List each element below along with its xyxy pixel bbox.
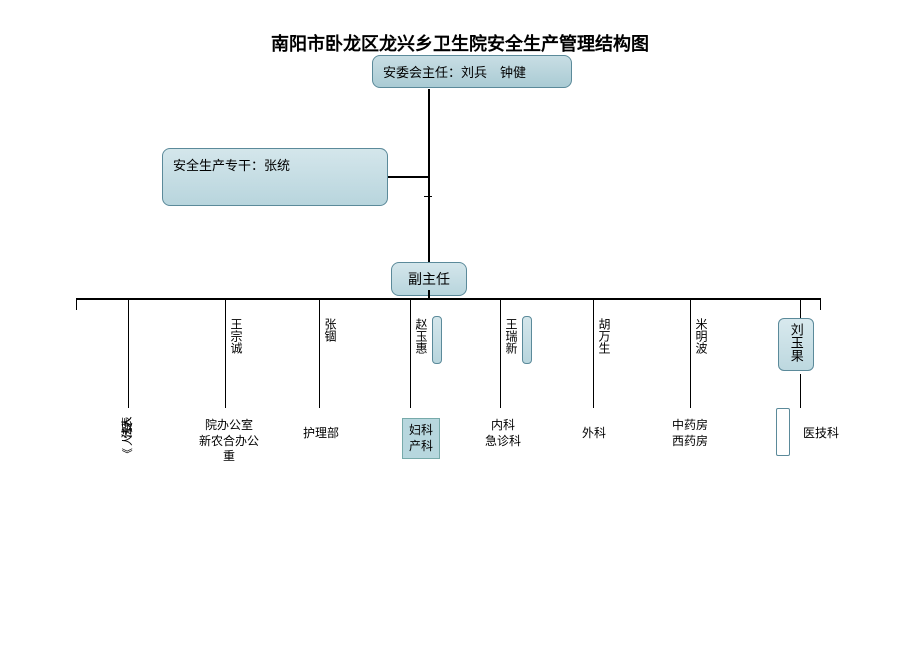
person-1: 王宗诚	[228, 318, 245, 354]
drop-2	[225, 298, 226, 408]
drop-8	[800, 298, 801, 318]
dept-3-l1: 护理部	[303, 426, 339, 440]
dept-3: 护理部	[296, 426, 346, 442]
person-3: 赵玉惠	[413, 318, 430, 354]
dept-2-l2: 新农合办公	[199, 434, 259, 448]
dept-7: 中药房 西药房	[664, 418, 716, 449]
dept-4: 妇科 产科	[402, 418, 440, 459]
drop-6	[593, 298, 594, 408]
stub-4	[432, 316, 442, 364]
person-4: 王瑞新	[503, 318, 520, 354]
dept-8: 医技科	[796, 426, 846, 442]
dept-5: 内科 急诊科	[478, 418, 528, 449]
person-6: 米明波	[693, 318, 710, 354]
line-committee-down	[428, 89, 430, 262]
node-committee: 安委会主任：刘兵 钟健	[372, 55, 572, 88]
drop-4	[410, 298, 411, 408]
specialist-text: 安全生产专干：张统	[173, 158, 290, 173]
drop-left-end	[76, 298, 77, 310]
drop-7	[690, 298, 691, 408]
person-box: 刘玉果	[778, 318, 814, 371]
chart-title: 南阳市卧龙区龙兴乡卫生院安全生产管理结构图	[0, 30, 920, 56]
drop-right-end	[820, 298, 821, 310]
person-5: 胡万生	[596, 318, 613, 354]
committee-text: 安委会主任：刘兵 钟健	[383, 65, 526, 80]
node-specialist: 安全生产专干：张统	[162, 148, 388, 206]
dept-8-l1: 医技科	[803, 426, 839, 440]
line-hbar	[76, 298, 820, 300]
stub-5	[522, 316, 532, 364]
dept-1-col-c: 代表	[117, 420, 139, 435]
drop-5	[500, 298, 501, 408]
drop-1	[128, 298, 129, 408]
person-box-text: 刘玉果	[788, 323, 804, 362]
drop-8b	[800, 374, 801, 408]
dept-2-l3: 重	[223, 449, 235, 463]
dept-6: 外科	[574, 426, 614, 442]
dept-7-l2: 西药房	[672, 434, 708, 448]
line-tick	[424, 196, 432, 197]
dept-4-l1: 妇科	[409, 423, 433, 437]
dept-2: 院办公室 新农合办公 重	[186, 418, 272, 465]
line-specialist-h	[388, 176, 428, 178]
line-deputy-down	[428, 290, 430, 298]
person-2: 张锢	[322, 318, 339, 342]
dept-4-l2: 产科	[409, 439, 433, 453]
dept-2-l1: 院办公室	[205, 418, 253, 432]
drop-3	[319, 298, 320, 408]
dept-7-l1: 中药房	[672, 418, 708, 432]
dept-6-l1: 外科	[582, 426, 606, 440]
dept-5-l1: 内科	[491, 418, 515, 432]
dept-5-l2: 急诊科	[485, 434, 521, 448]
deputy-text: 副主任	[408, 271, 450, 287]
dept-8-outline	[776, 408, 790, 456]
